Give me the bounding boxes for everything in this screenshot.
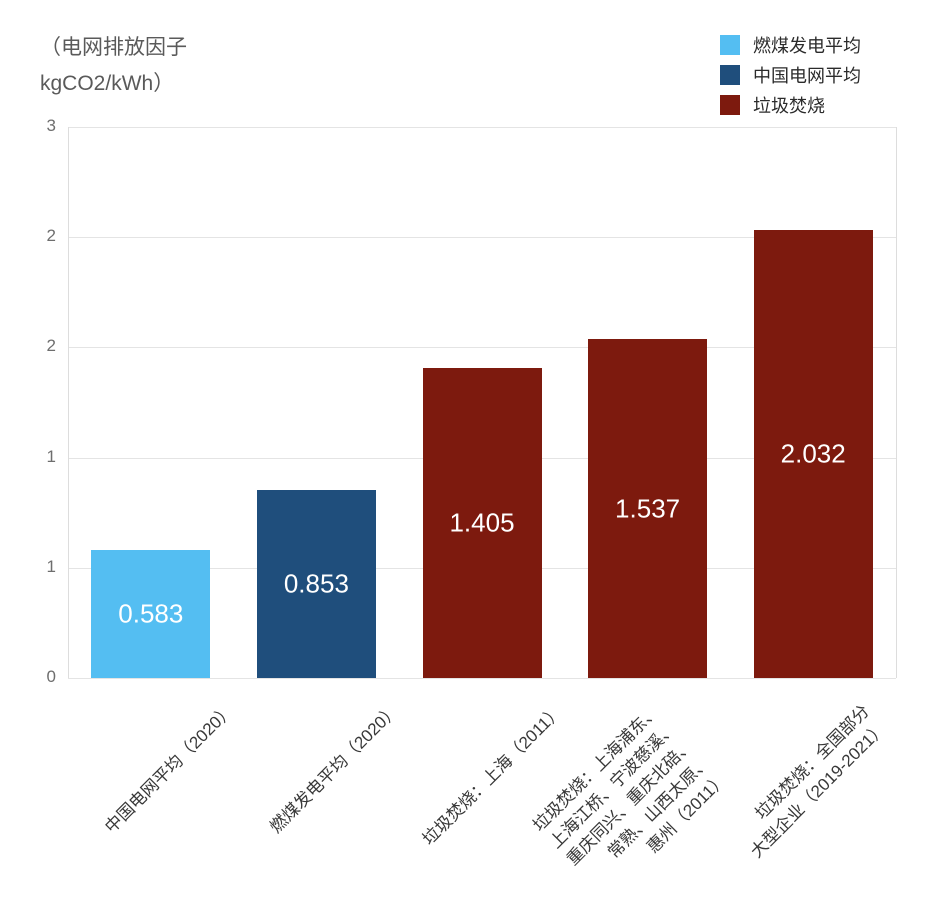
bar-3 (422, 368, 542, 678)
legend-item: 垃圾焚烧 (720, 90, 861, 120)
bar-value-label: 1.537 (615, 493, 681, 524)
y-axis-tick-label: 2 (46, 226, 56, 246)
gridline (68, 347, 896, 349)
chart-title-line2: kgCO2/kWh） (40, 72, 175, 95)
y-axis-tick-label: 1 (46, 556, 56, 576)
legend-item-label: 垃圾焚烧 (753, 96, 825, 116)
chart-title-line1: （电网排放因子 (40, 36, 187, 59)
bar-value-label: 1.405 (449, 507, 515, 538)
x-axis-label: 垃圾焚烧：全国部分 大型企业（2019-2021） (746, 701, 890, 862)
y-axis-tick-label: 2 (46, 336, 56, 356)
x-axis-label: 燃煤发电平均（2020） (266, 700, 403, 837)
legend-color-swatch (720, 95, 740, 115)
legend-item: 中国电网平均 (720, 60, 861, 90)
y-axis-tick-label: 1 (46, 446, 56, 466)
bar-5 (753, 230, 873, 678)
legend-item-label: 燃煤发电平均 (753, 36, 861, 56)
legend-color-swatch (720, 35, 740, 55)
bar-value-label: 0.583 (118, 598, 184, 629)
x-axis-label: 中国电网平均（2020） (101, 700, 238, 837)
gridline (68, 237, 896, 239)
legend: 燃煤发电平均 中国电网平均 垃圾焚烧 (720, 30, 861, 120)
legend-color-swatch (720, 65, 740, 85)
gridline (68, 678, 896, 679)
bar-value-label: 0.853 (283, 568, 349, 599)
y-axis-line (68, 127, 69, 678)
x-axis-label: 垃圾焚烧：上海浦东、 上海江桥、宁波慈溪、 重庆同兴、重庆北碚、 常熟、山西太原… (529, 701, 731, 869)
bar-2 (256, 489, 376, 678)
chart-title: （电网排放因子 kgCO2/kWh） (40, 30, 187, 102)
bar-value-label: 2.032 (780, 438, 846, 469)
legend-item-label: 中国电网平均 (753, 66, 861, 86)
y-axis-tick-label: 3 (46, 116, 56, 135)
bar-1 (91, 549, 211, 678)
y-axis-tick-label: 0 (46, 667, 56, 686)
legend-item: 燃煤发电平均 (720, 30, 861, 60)
gridline (68, 127, 896, 128)
plot-right-border (896, 127, 897, 678)
bar-4 (588, 339, 708, 678)
